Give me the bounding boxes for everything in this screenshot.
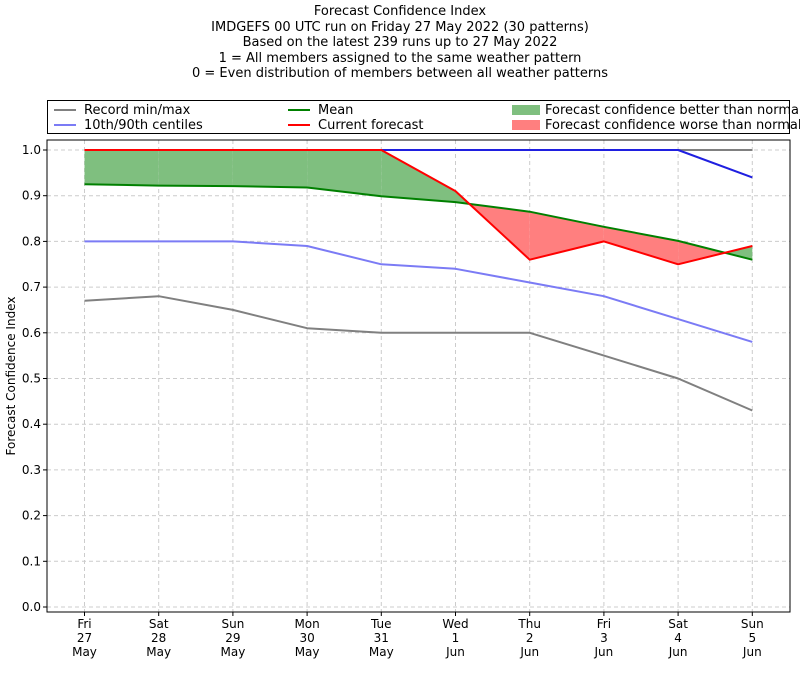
title-line-3: Based on the latest 239 runs up to 27 Ma…	[242, 35, 558, 51]
x-tick-label: Jun	[445, 645, 465, 659]
better-than-normal-area	[307, 150, 382, 197]
legend-label-current: Current forecast	[318, 117, 424, 133]
better-than-normal-area	[158, 150, 233, 187]
plot-frame	[46, 139, 791, 613]
x-tick-label: May	[295, 645, 320, 659]
legend-label-worse: Forecast confidence worse than normal	[545, 117, 800, 133]
x-tick-label: 1	[452, 631, 460, 645]
legend-item-centiles: 10th/90th centiles	[54, 117, 203, 133]
x-tick-label: May	[369, 645, 394, 659]
title-line-4: 1 = All members assigned to the same wea…	[218, 50, 582, 66]
legend-swatch-record	[54, 109, 76, 111]
x-tick-label: May	[220, 645, 245, 659]
current-forecast-line	[84, 149, 753, 266]
better-than-normal-area	[381, 150, 456, 203]
chart-legend: Record min/max 10th/90th centiles Mean C…	[47, 100, 800, 134]
x-tick-label: Fri	[77, 617, 91, 631]
legend-swatch-better	[512, 105, 540, 115]
x-tick-label: Sun	[741, 617, 764, 631]
y-tick-label: 0.5	[22, 372, 41, 386]
centile-10-line	[84, 240, 753, 343]
legend-item-worse: Forecast confidence worse than normal	[512, 117, 800, 133]
legend-swatch-mean	[288, 109, 310, 111]
x-tick-label: 2	[526, 631, 534, 645]
better-than-normal-area	[724, 245, 753, 260]
legend-swatch-centiles	[54, 124, 76, 126]
title-line-1: Forecast Confidence Index	[313, 4, 487, 19]
y-tick-label: 0.7	[22, 280, 41, 294]
legend-label-record: Record min/max	[84, 102, 191, 118]
y-tick-label: 0.2	[22, 509, 41, 523]
x-tick-label: 31	[374, 631, 389, 645]
record-min-line	[84, 295, 753, 412]
x-tick-label: 5	[748, 631, 756, 645]
legend-label-better: Forecast confidence better than normal	[545, 102, 800, 118]
title-line-2: IMDGEFS 00 UTC run on Friday 27 May 2022…	[211, 19, 589, 35]
mean-line	[84, 183, 753, 261]
y-tick-label: 0.4	[22, 417, 41, 431]
x-tick-label: Mon	[294, 617, 319, 631]
y-tick-label: 1.0	[22, 143, 41, 157]
x-tick-label: 29	[225, 631, 240, 645]
y-tick-label: 0.8	[22, 234, 41, 248]
x-tick-label: Fri	[597, 617, 611, 631]
legend-item-current: Current forecast	[288, 117, 424, 133]
legend-item-better: Forecast confidence better than normal	[512, 102, 800, 118]
x-tick-label: Sun	[221, 617, 244, 631]
x-tick-label: 28	[151, 631, 166, 645]
y-axis-label: Forecast Confidence Index	[4, 297, 18, 456]
legend-swatch-current	[288, 124, 310, 126]
x-tick-label: 3	[600, 631, 608, 645]
x-tick-label: Thu	[517, 617, 541, 631]
better-than-normal-area	[232, 150, 308, 188]
y-tick-label: 0.3	[22, 463, 41, 477]
chart-title: Forecast Confidence Index IMDGEFS 00 UTC…	[0, 4, 800, 82]
legend-label-mean: Mean	[318, 102, 354, 118]
x-tick-label: Jun	[519, 645, 539, 659]
x-tick-label: May	[72, 645, 97, 659]
x-tick-label: Tue	[370, 617, 392, 631]
y-tick-label: 0.1	[22, 554, 41, 568]
x-tick-label: Sat	[149, 617, 169, 631]
x-tick-label: 4	[674, 631, 682, 645]
x-tick-label: Jun	[742, 645, 762, 659]
legend-item-mean: Mean	[288, 102, 353, 118]
legend-label-centiles: 10th/90th centiles	[84, 117, 203, 133]
x-tick-label: 30	[299, 631, 314, 645]
x-tick-label: Jun	[594, 645, 614, 659]
x-tick-label: Jun	[668, 645, 688, 659]
better-than-normal-area	[84, 150, 159, 186]
legend-swatch-worse	[512, 120, 540, 130]
legend-item-record: Record min/max	[54, 102, 190, 118]
worse-than-normal-area	[678, 240, 725, 265]
worse-than-normal-area	[603, 226, 679, 265]
x-tick-label: May	[146, 645, 171, 659]
x-tick-label: Sat	[668, 617, 688, 631]
y-tick-label: 0.6	[22, 326, 41, 340]
y-tick-label: 0.0	[22, 600, 41, 614]
x-tick-label: Wed	[442, 617, 468, 631]
title-line-5: 0 = Even distribution of members between…	[191, 66, 609, 82]
x-tick-label: 27	[77, 631, 92, 645]
y-tick-label: 0.9	[22, 189, 41, 203]
